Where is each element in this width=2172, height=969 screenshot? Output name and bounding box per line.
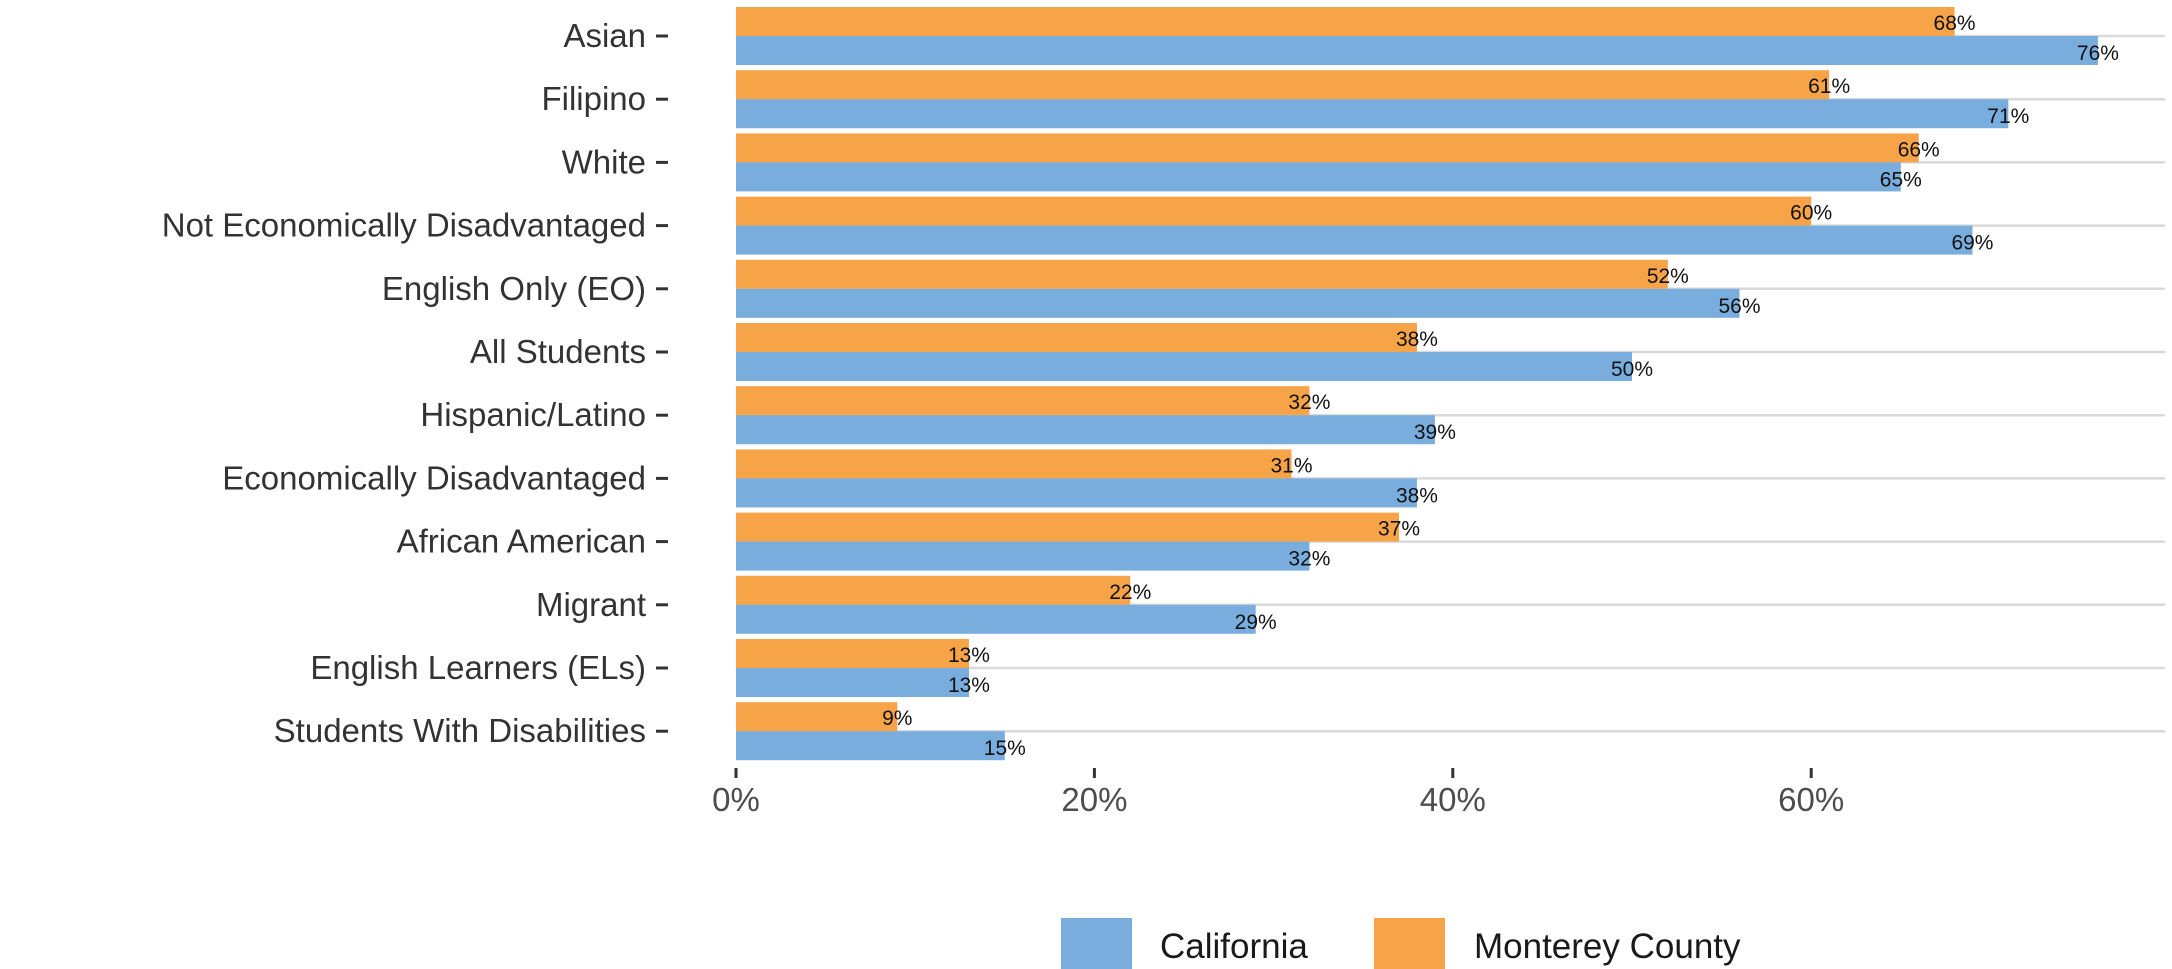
- data-label-california: 50%: [1611, 358, 1653, 381]
- legend: California Monterey County: [1061, 918, 1741, 969]
- category-label: Migrant: [536, 586, 646, 623]
- data-label-california: 32%: [1288, 548, 1330, 571]
- data-label-california: 56%: [1719, 295, 1761, 318]
- category-label: English Only (EO): [382, 270, 646, 307]
- legend-key-monterey-county: [1374, 918, 1445, 969]
- bar-california: [736, 225, 1973, 255]
- category-label: Asian: [563, 17, 646, 54]
- bar-california: [736, 604, 1256, 634]
- data-label-california: 15%: [984, 737, 1026, 760]
- data-label-monterey-county: 13%: [948, 644, 990, 667]
- data-label-monterey-county: 60%: [1790, 202, 1832, 225]
- bar-monterey-county: [736, 575, 1131, 605]
- data-label-california: 38%: [1396, 484, 1438, 507]
- x-axis-tick-label: 40%: [1420, 781, 1486, 818]
- data-label-monterey-county: 52%: [1647, 265, 1689, 288]
- data-label-monterey-county: 37%: [1378, 518, 1420, 541]
- category-label: Filipino: [541, 80, 646, 117]
- x-axis-tick-label: 0%: [712, 781, 760, 818]
- bar-monterey-county: [736, 7, 1955, 36]
- bar-monterey-county: [736, 386, 1310, 416]
- category-label: Students With Disabilities: [274, 712, 646, 749]
- data-label-monterey-county: 38%: [1396, 328, 1438, 351]
- data-label-monterey-county: 61%: [1808, 75, 1850, 98]
- data-label-california: 29%: [1235, 611, 1277, 634]
- bar-monterey-county: [736, 639, 969, 668]
- bar-monterey-county: [736, 449, 1292, 479]
- bar-monterey-county: [736, 133, 1919, 163]
- bar-california: [736, 731, 1005, 761]
- category-label: Economically Disadvantaged: [222, 459, 646, 496]
- category-axis: Asian Filipino White Not Economically Disad…: [162, 17, 668, 749]
- bar-california: [736, 668, 969, 697]
- bar-california: [736, 36, 2098, 65]
- x-axis-tick-label: 20%: [1061, 781, 1127, 818]
- category-label: Not Economically Disadvantaged: [162, 207, 646, 244]
- bar-monterey-county: [736, 196, 1812, 226]
- data-label-monterey-county: 68%: [1934, 12, 1976, 35]
- data-label-monterey-county: 66%: [1898, 138, 1940, 161]
- bar-california: [736, 541, 1310, 571]
- bar-monterey-county: [736, 323, 1417, 352]
- value-axis: 0% 20% 40% 60%: [712, 768, 1844, 818]
- data-label-monterey-county: 32%: [1288, 391, 1330, 414]
- bar-california: [736, 352, 1632, 381]
- data-label-monterey-county: 31%: [1271, 454, 1313, 477]
- bars: [736, 7, 2098, 761]
- bar-monterey-county: [736, 512, 1400, 542]
- bar-california: [736, 288, 1740, 318]
- bar-california: [736, 415, 1435, 445]
- bar-california: [736, 99, 2009, 129]
- data-label-california: 13%: [948, 674, 990, 697]
- data-labels: 68% 76% 61% 71% 66% 65% 60% 69% 52% 56% 38% 50% 32% 3…: [882, 12, 2119, 760]
- bar-monterey-county: [736, 702, 898, 732]
- bar-california: [736, 478, 1417, 508]
- category-label: White: [562, 143, 646, 180]
- data-label-california: 65%: [1880, 168, 1922, 191]
- data-label-california: 69%: [1951, 232, 1993, 255]
- category-label: All Students: [470, 333, 646, 370]
- bar-california: [736, 162, 1901, 192]
- x-axis-tick-label: 60%: [1778, 781, 1844, 818]
- legend-label-california: California: [1160, 927, 1308, 966]
- data-label-california: 71%: [1987, 105, 2029, 128]
- data-label-monterey-county: 22%: [1109, 581, 1151, 604]
- category-label: English Learners (ELs): [310, 649, 646, 686]
- bar-monterey-county: [736, 259, 1668, 289]
- data-label-monterey-county: 9%: [882, 707, 912, 730]
- data-label-california: 76%: [2077, 42, 2119, 65]
- category-label: Hispanic/Latino: [420, 396, 646, 433]
- data-label-california: 39%: [1414, 421, 1456, 444]
- bar-monterey-county: [736, 70, 1830, 100]
- legend-key-california: [1061, 918, 1132, 969]
- category-label: African American: [397, 523, 646, 560]
- legend-label-monterey-county: Monterey County: [1474, 927, 1741, 966]
